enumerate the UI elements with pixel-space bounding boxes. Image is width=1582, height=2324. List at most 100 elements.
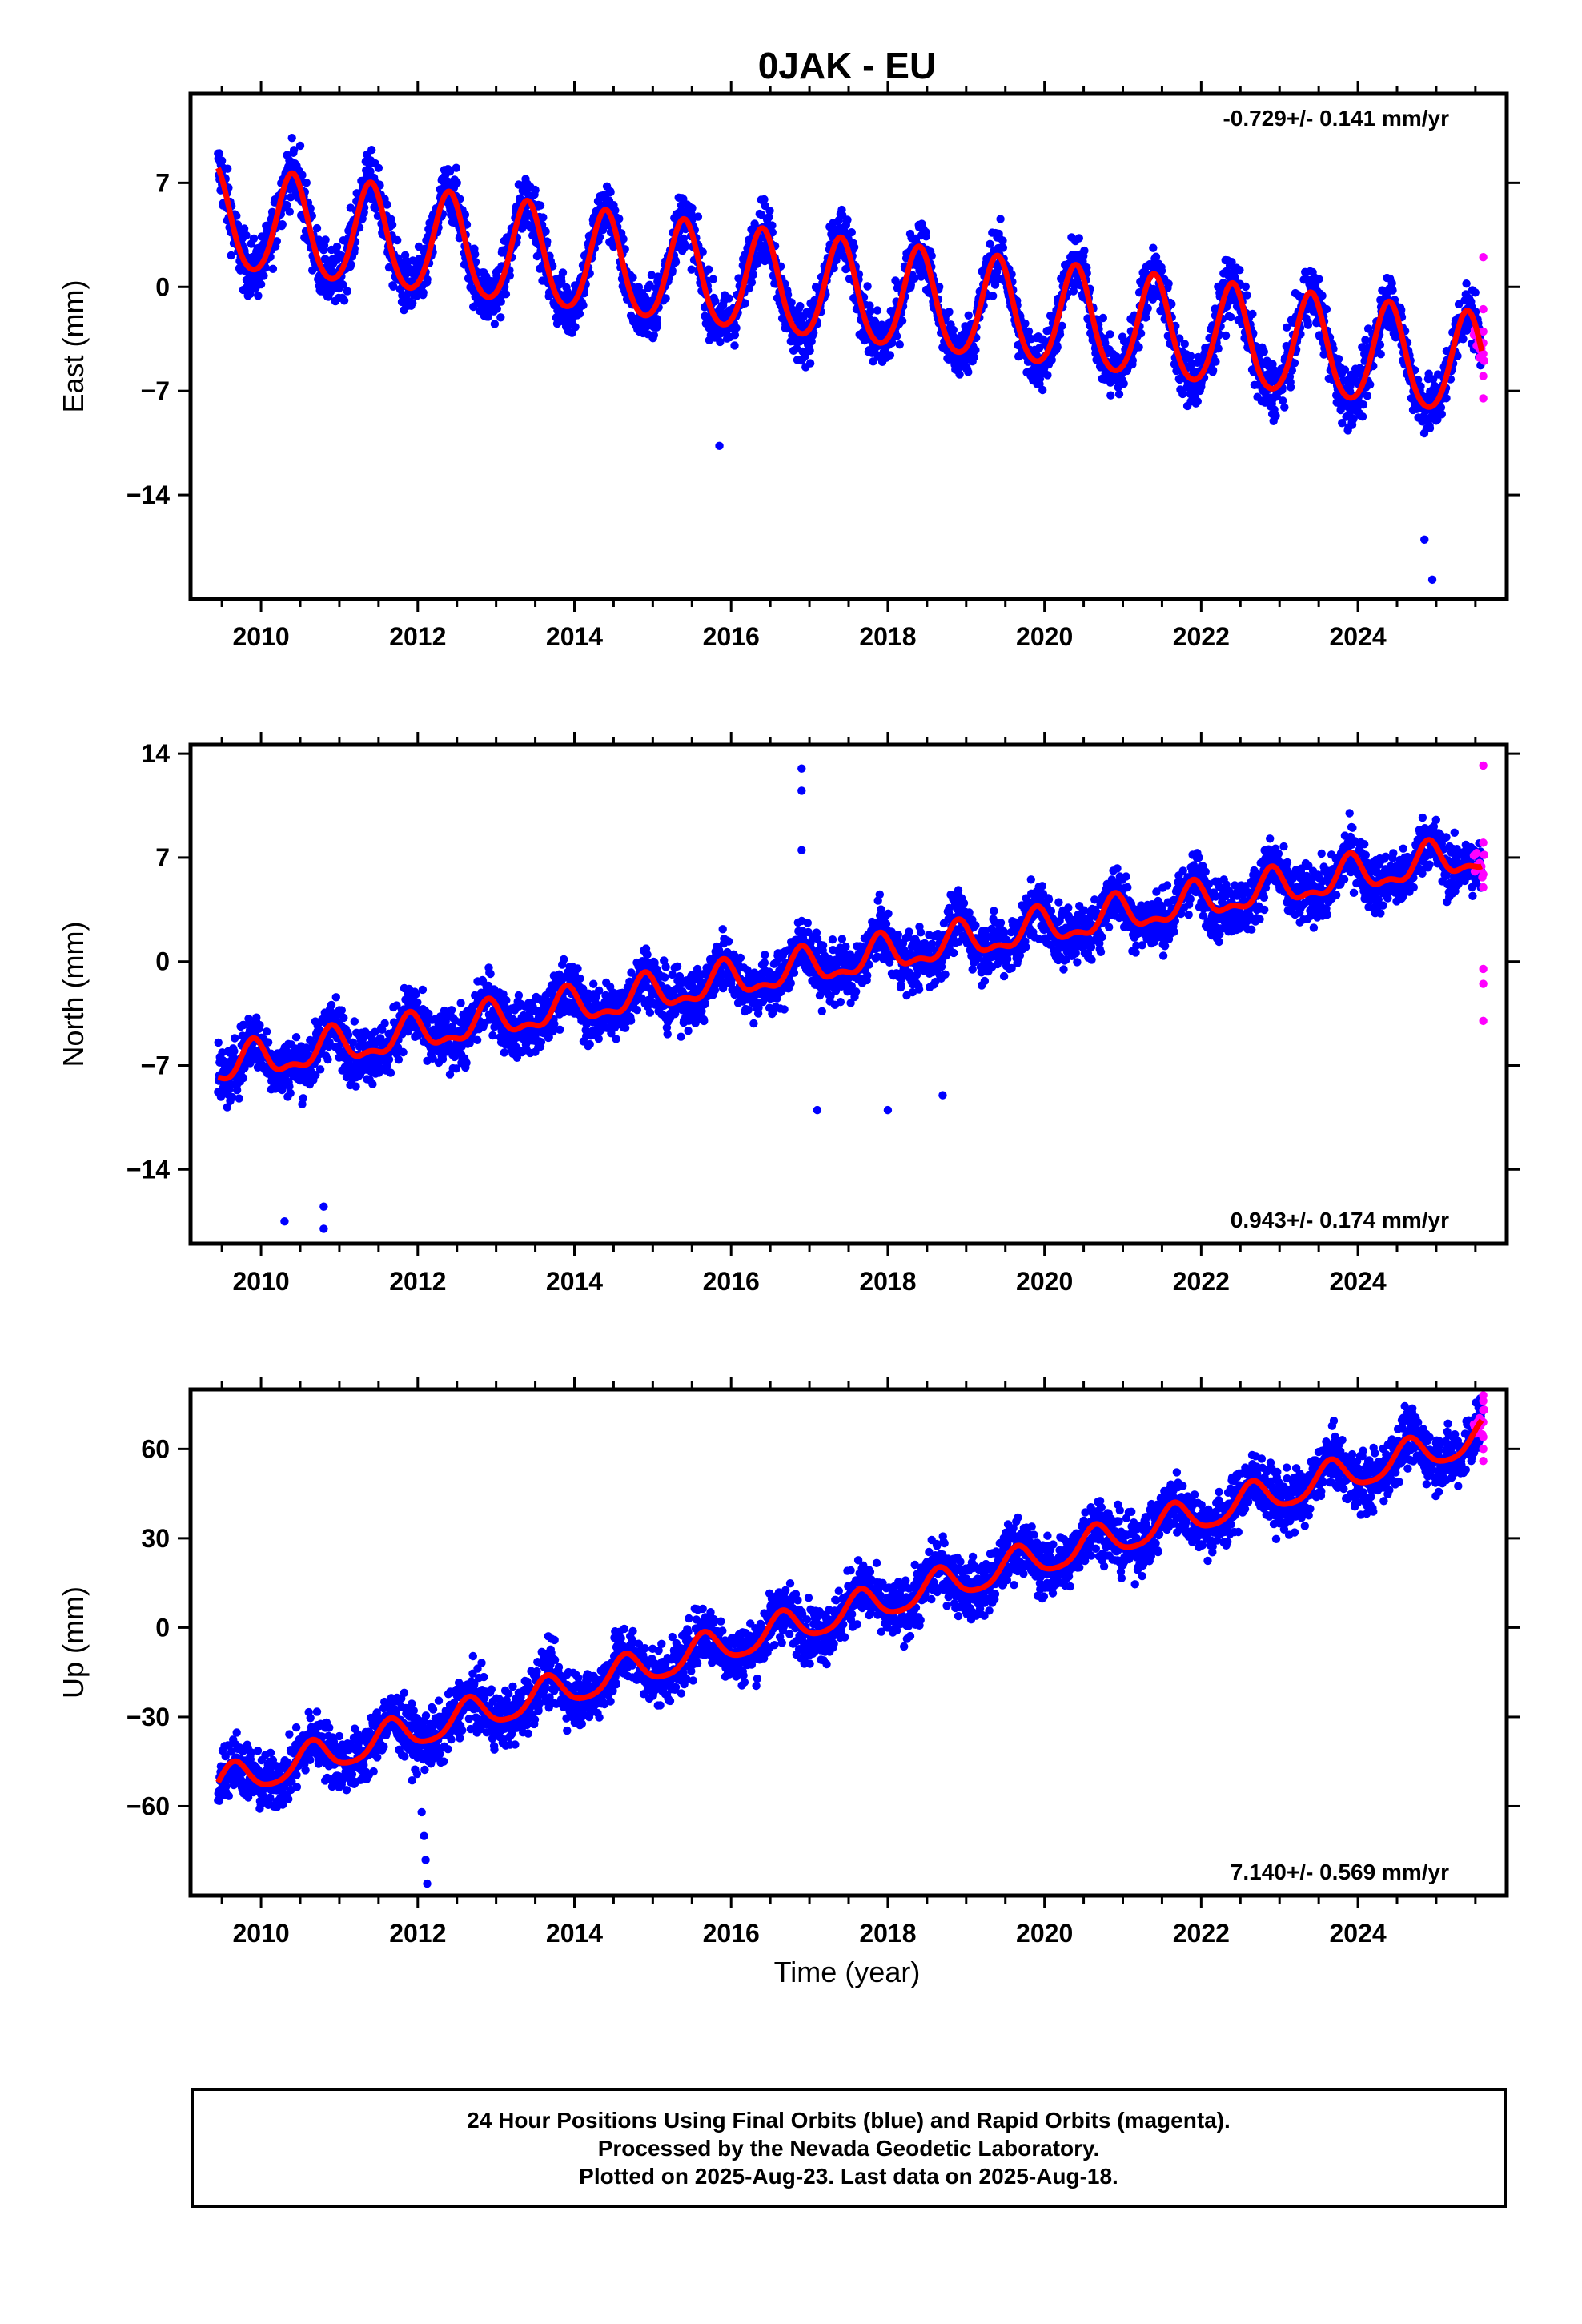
data-point bbox=[337, 1006, 346, 1015]
data-point bbox=[652, 320, 662, 328]
data-point bbox=[298, 171, 307, 179]
data-point bbox=[335, 252, 344, 262]
data-point bbox=[418, 985, 428, 995]
data-point bbox=[285, 207, 294, 216]
data-point bbox=[575, 309, 584, 318]
data-point bbox=[1106, 330, 1114, 339]
data-point bbox=[897, 316, 907, 325]
rapid-point bbox=[1479, 252, 1488, 262]
data-point bbox=[1221, 331, 1231, 340]
data-point bbox=[1376, 350, 1385, 359]
data-point bbox=[286, 1088, 295, 1098]
plot-frame bbox=[188, 91, 1509, 601]
data-point bbox=[536, 1038, 546, 1047]
y-tick-label: 7 bbox=[155, 168, 170, 197]
data-point bbox=[321, 235, 330, 244]
data-point bbox=[486, 969, 495, 979]
data-point bbox=[1043, 371, 1052, 380]
outlier-point bbox=[1420, 535, 1429, 544]
data-point bbox=[661, 294, 670, 303]
data-point bbox=[1208, 366, 1218, 375]
data-point bbox=[367, 146, 376, 155]
data-point bbox=[1388, 286, 1397, 295]
data-point bbox=[452, 179, 461, 187]
data-point bbox=[374, 163, 383, 172]
data-point bbox=[579, 300, 588, 310]
data-point bbox=[1259, 348, 1269, 356]
data-point bbox=[730, 331, 740, 340]
x-tick-label: 2024 bbox=[1329, 622, 1386, 651]
rapid-point bbox=[1479, 304, 1488, 314]
y-tick-label: 0 bbox=[155, 272, 170, 301]
data-point bbox=[711, 296, 720, 306]
x-tick-label: 2014 bbox=[546, 622, 603, 651]
data-point bbox=[460, 210, 470, 219]
data-point bbox=[649, 331, 658, 340]
data-point bbox=[350, 1017, 359, 1026]
data-point bbox=[380, 1019, 389, 1028]
data-point bbox=[606, 187, 615, 197]
data-point bbox=[327, 1000, 336, 1010]
data-point bbox=[332, 242, 342, 251]
data-point bbox=[1271, 412, 1280, 420]
data-point bbox=[462, 1059, 471, 1068]
data-point bbox=[805, 346, 814, 356]
data-point bbox=[1334, 355, 1343, 364]
data-point bbox=[239, 1073, 248, 1083]
data-point bbox=[242, 231, 251, 240]
data-point bbox=[1431, 416, 1441, 425]
data-point bbox=[471, 250, 480, 259]
data-point bbox=[496, 313, 505, 322]
data-point bbox=[1286, 383, 1295, 392]
data-point bbox=[502, 995, 511, 1005]
x-tick-label: 2020 bbox=[1016, 622, 1073, 651]
data-point bbox=[1053, 343, 1062, 352]
data-point bbox=[514, 991, 524, 1000]
data-point bbox=[339, 296, 349, 305]
data-point bbox=[609, 200, 618, 210]
data-point bbox=[291, 1033, 301, 1042]
data-point bbox=[413, 998, 422, 1007]
data-point bbox=[227, 251, 235, 260]
data-point bbox=[223, 164, 232, 173]
x-tick-label: 2018 bbox=[859, 622, 916, 651]
data-point bbox=[452, 163, 460, 172]
data-point bbox=[531, 186, 540, 195]
data-point bbox=[373, 211, 383, 220]
data-point bbox=[1143, 304, 1152, 313]
data-point bbox=[383, 200, 391, 209]
data-point bbox=[249, 234, 259, 243]
y-tick-label: −7 bbox=[141, 376, 170, 405]
data-point bbox=[688, 203, 697, 213]
data-point bbox=[1080, 246, 1089, 255]
data-point bbox=[1358, 412, 1367, 421]
data-point bbox=[214, 1038, 223, 1047]
data-point bbox=[217, 156, 227, 165]
data-point bbox=[488, 1031, 497, 1040]
data-point bbox=[1363, 392, 1372, 400]
data-point bbox=[1366, 380, 1375, 389]
data-point bbox=[955, 370, 964, 379]
data-point bbox=[215, 149, 224, 158]
data-point bbox=[1211, 357, 1220, 366]
data-point bbox=[254, 292, 263, 300]
data-point bbox=[921, 232, 930, 241]
data-point bbox=[863, 282, 872, 291]
data-point bbox=[394, 1055, 404, 1064]
y-tick-label: −14 bbox=[126, 480, 170, 509]
data-point bbox=[262, 1027, 271, 1036]
data-point bbox=[1021, 319, 1030, 328]
east-panel: 2010 2012 2014 2016 2018 2020 2022 2024−14−707E… bbox=[57, 81, 1520, 651]
data-point bbox=[315, 235, 323, 244]
data-point bbox=[384, 1055, 394, 1064]
data-point bbox=[351, 1082, 360, 1091]
data-point bbox=[386, 1068, 396, 1077]
rapid-point bbox=[1479, 394, 1488, 403]
data-point bbox=[235, 1094, 243, 1103]
data-point bbox=[885, 351, 895, 360]
data-point bbox=[998, 243, 1008, 252]
data-point bbox=[1471, 288, 1480, 297]
data-point bbox=[895, 340, 905, 349]
data-point bbox=[536, 201, 545, 210]
